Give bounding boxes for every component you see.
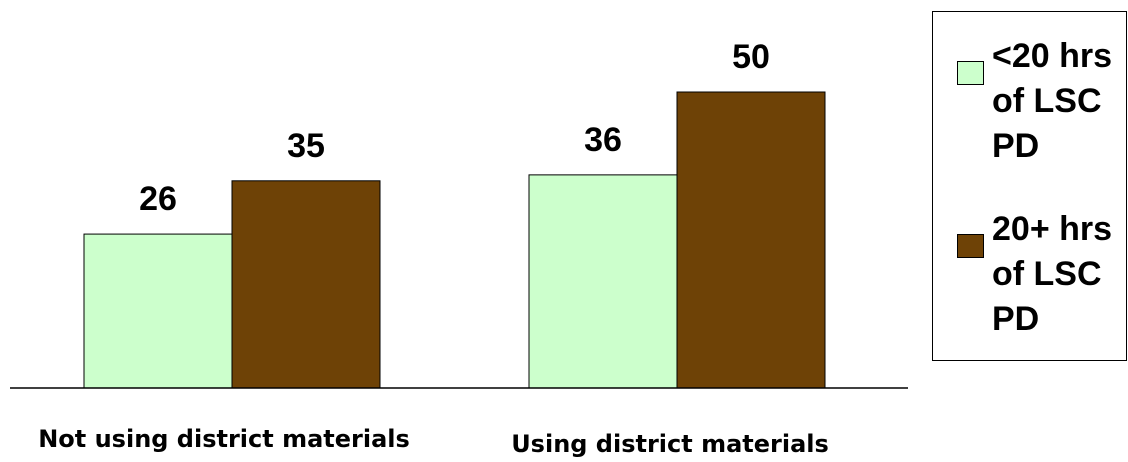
bars-group <box>83 91 826 389</box>
legend-swatch-under-20 <box>957 61 984 85</box>
value-label-series1-cat1: 26 <box>139 180 177 218</box>
value-label-series2-cat2: 50 <box>732 38 770 76</box>
value-label-series2-cat1: 35 <box>287 127 325 165</box>
bar-series1-cat1 <box>83 233 233 389</box>
legend: <20 hrs of LSC PD 20+ hrs of LSC PD <box>932 11 1127 361</box>
legend-label-under-20: <20 hrs of LSC PD <box>992 37 1113 165</box>
category-label-2: Using district materials <box>511 430 829 458</box>
legend-swatch-20-plus <box>957 234 984 258</box>
value-labels-group: 26 36 35 50 <box>139 38 770 218</box>
legend-label-20-plus: 20+ hrs of LSC PD <box>992 210 1113 338</box>
category-label-1: Not using district materials <box>38 425 410 453</box>
category-labels-group: Not using district materials Using distri… <box>38 425 829 458</box>
value-label-series1-cat2: 36 <box>584 121 622 159</box>
bar-series2-cat1 <box>231 180 381 389</box>
bar-series1-cat2 <box>528 174 678 389</box>
bar-series2-cat2 <box>676 91 826 389</box>
